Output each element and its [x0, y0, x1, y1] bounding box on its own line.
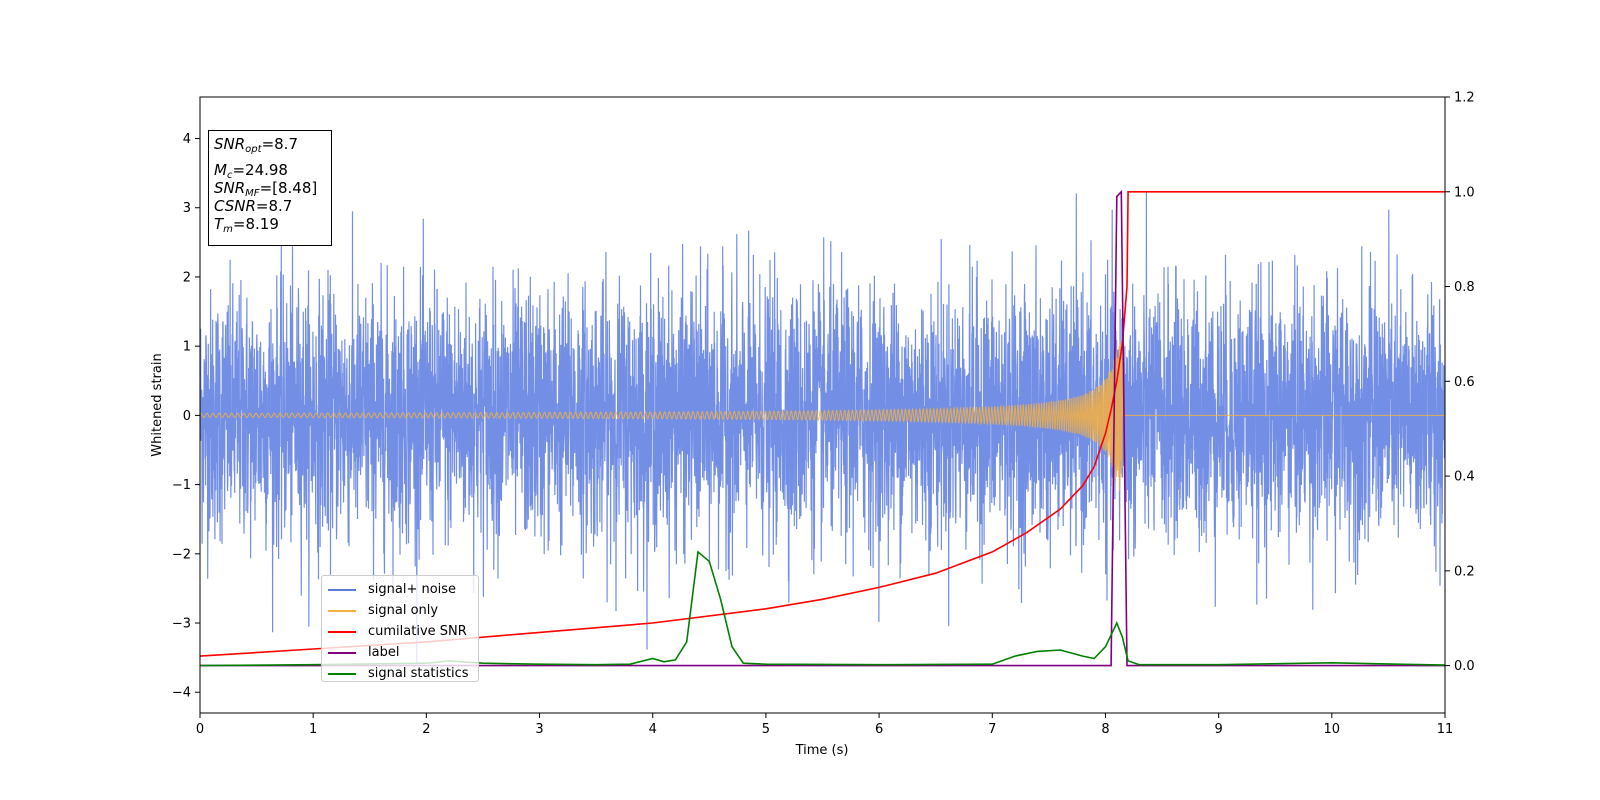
x-tick-label: 2 — [422, 722, 430, 737]
y-left-tick-label: −1 — [172, 478, 191, 493]
x-tick-label: 9 — [1214, 722, 1222, 737]
info-snr-opt: SNRopt=8.7 — [214, 135, 298, 155]
x-tick-label: 7 — [988, 722, 996, 737]
series-cumulative-snr-line — [200, 191, 1445, 657]
legend-swatch — [328, 588, 356, 591]
y-left-tick-label: 1 — [183, 340, 191, 355]
x-tick-label: 4 — [649, 722, 657, 737]
x-tick-label: 5 — [762, 722, 770, 737]
x-tick-label: 0 — [196, 722, 204, 737]
y-right-tick-label: 0.4 — [1454, 470, 1475, 485]
y-right-tick-label: 0.2 — [1454, 564, 1475, 579]
y-left-tick-label: −2 — [172, 547, 191, 562]
legend-label: signal+ noise — [368, 582, 457, 597]
info-snr-mf: SNRMF=[8.48] — [214, 179, 318, 199]
legend-swatch — [328, 609, 356, 612]
y-left-tick-label: −3 — [172, 617, 191, 632]
series-signal-noise-line — [200, 192, 1445, 666]
x-tick-label: 6 — [875, 722, 883, 737]
legend-swatch — [328, 672, 356, 675]
legend-item-signal-statistics: signal statistics — [322, 663, 478, 684]
info-csnr: CSNR=8.7 — [214, 197, 293, 215]
y-left-tick-label: 3 — [183, 201, 191, 216]
x-tick-label: 3 — [535, 722, 543, 737]
info-tm: Tm=8.19 — [214, 215, 279, 235]
y-right-tick-label: 1.0 — [1454, 185, 1475, 200]
series-signal-statistics-line — [200, 550, 1445, 667]
legend-label: signal statistics — [368, 666, 469, 681]
y-right-tick-label: 0.8 — [1454, 280, 1475, 295]
y-left-tick-label: −4 — [172, 686, 191, 701]
legend-label: label — [368, 645, 400, 660]
legend-item-signal-only: signal only — [322, 600, 478, 621]
x-tick-label: 11 — [1437, 722, 1454, 737]
x-axis-label: Time (s) — [795, 743, 849, 758]
y-left-tick-label: 0 — [183, 409, 191, 424]
legend-label: cumilative SNR — [368, 624, 467, 639]
y-right-tick-label: 0.0 — [1454, 659, 1475, 674]
legend: signal+ noise signal only cumilative SNR… — [321, 575, 479, 682]
y-left-tick-label: 4 — [183, 132, 191, 147]
y-right-tick-label: 1.2 — [1454, 91, 1475, 106]
series-signal-only-line — [200, 339, 1445, 492]
plot-frame — [199, 96, 1446, 714]
x-tick-label: 8 — [1101, 722, 1109, 737]
legend-label: signal only — [368, 603, 439, 618]
y-axis-label: Whitened strain — [150, 353, 165, 456]
ticks: 0 1 2 3 4 5 6 7 8 9 10 11 −4 −3 −2 −1 0 1 2 3 4 0.0 0.2 0.4 0.6 0… — [172, 91, 1475, 738]
info-mc: Mc=24.98 — [214, 161, 288, 181]
legend-swatch — [328, 630, 356, 633]
x-tick-label: 10 — [1324, 722, 1341, 737]
series-label-line — [200, 189, 1445, 667]
info-box: SNRopt=8.7 Mc=24.98 SNRMF=[8.48] CSNR=8.… — [208, 130, 332, 246]
legend-item-signal-noise: signal+ noise — [322, 579, 478, 600]
legend-item-cumulative-snr: cumilative SNR — [322, 621, 478, 642]
y-right-tick-label: 0.6 — [1454, 375, 1475, 390]
y-left-tick-label: 2 — [183, 270, 191, 285]
legend-swatch — [328, 651, 356, 654]
legend-item-label: label — [322, 642, 478, 663]
x-tick-label: 1 — [309, 722, 317, 737]
plot-area — [200, 189, 1445, 667]
